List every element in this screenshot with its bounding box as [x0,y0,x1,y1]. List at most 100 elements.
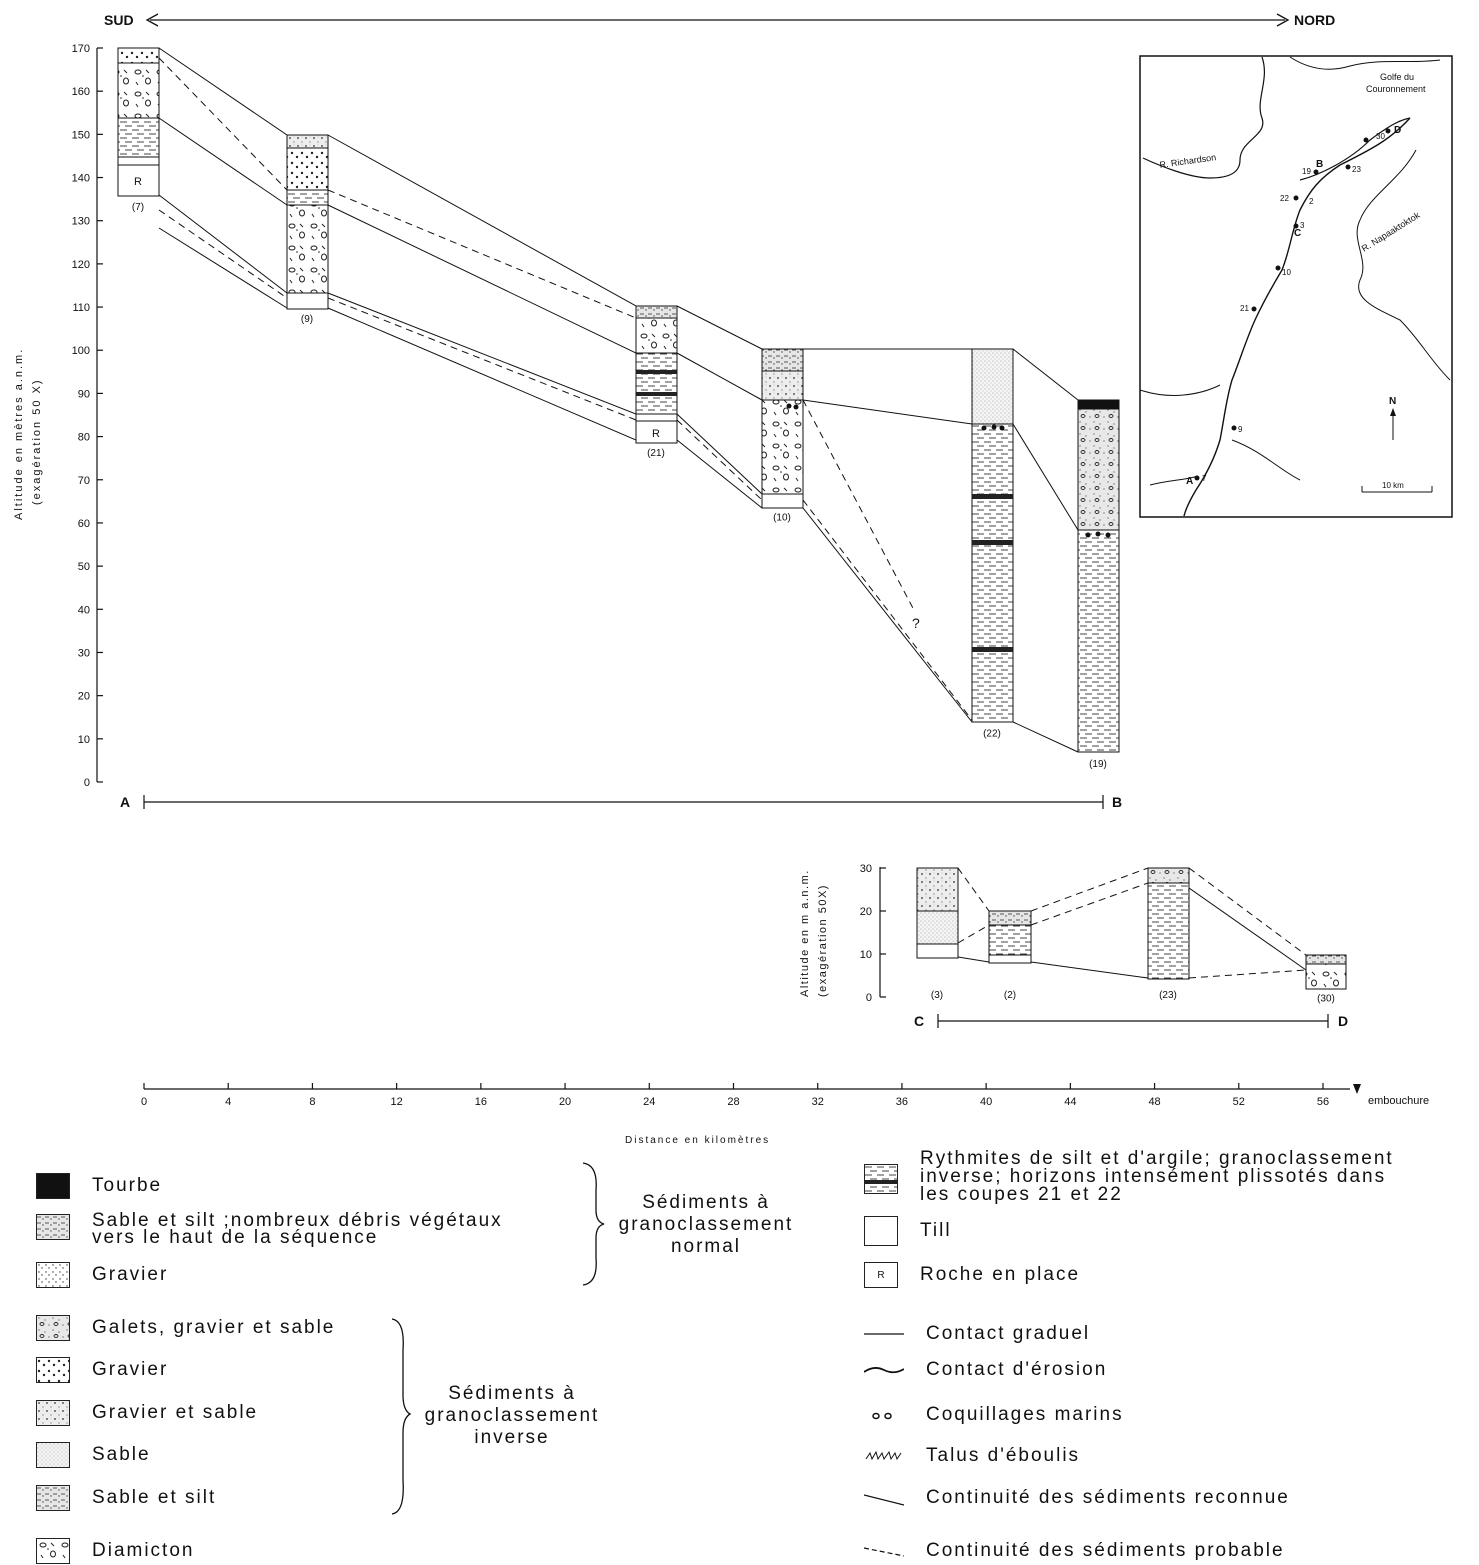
gravel-swatch [36,1357,70,1383]
legend-continuity-probable-label: Continuité des sédiments probable [926,1540,1285,1561]
map-section-7: 7 [1202,474,1207,483]
sandsilt-swatch [36,1214,70,1240]
gravelsand-swatch [36,1400,70,1426]
distance-tick-label: 0 [141,1096,147,1108]
section-9 [286,134,329,310]
profile-cd-y-label: Altitude en m a.n.m. [799,869,811,997]
point-b-label: B [1112,794,1122,810]
legend-scree: Talus d'éboulis [864,1443,1080,1469]
ab-tick-label: 150 [72,129,90,141]
map-section-22: 22 [1280,194,1289,203]
group-inverse-line-3: inverse [474,1427,550,1448]
correlation-lines-cd [957,887,1307,979]
distance-tick-label: 20 [559,1096,571,1108]
cd-section-id: (2) [1004,990,1016,1001]
map-point-d: D [1394,125,1401,136]
ab-tick-label: 110 [72,302,90,314]
legend-sandsilt: Sable et silt [36,1485,216,1511]
group-normal-line-3: normal [670,1236,742,1257]
legend-rhythmite-label: Rythmites de silt et d'argile; granoclas… [920,1148,1394,1169]
legend-erosion-contact: Contact d'érosion [864,1357,1107,1383]
ab-tick-label: 20 [78,691,90,703]
rhythmite-swatch [864,1164,898,1194]
cd-section-id: (30) [1317,993,1335,1004]
north-arrow-icon: N [1389,396,1396,440]
rock-label-7: R [134,176,142,188]
legend-gravel-label: Gravier [92,1359,169,1380]
ab-tick-label: 140 [72,173,90,185]
section-22 [971,348,1014,723]
section-30 [1305,954,1347,990]
distance-tick-label: 36 [896,1096,908,1108]
distance-tick-label: 8 [309,1096,315,1108]
section-23 [1147,867,1190,980]
point-d-label: D [1338,1013,1348,1029]
ab-tick-label: 120 [72,259,90,271]
profile-ab-baseline: A B [120,794,1122,810]
shells-icon [872,1412,892,1420]
point-c-label: C [914,1013,924,1029]
sandsilt2-swatch [36,1485,70,1511]
ab-section-id: (7) [132,202,144,213]
legend-peat-label: Tourbe [92,1175,163,1196]
profile-ab-y-label: Altitude en mètres a.n.m. [13,348,25,520]
ab-tick-label: 50 [78,561,90,573]
map-section-30: 30 [1376,132,1385,141]
legend-sandsilt-veg: Sable et silt ;nombreux débris végétaux … [36,1211,503,1247]
ab-tick-label: 10 [78,734,90,746]
section-10 [761,348,804,509]
group-normal-label: Sédiments à granoclassement normal [606,1192,806,1258]
cd-section-id: (23) [1159,990,1177,1001]
legend-rock: R Roche en place [864,1262,1080,1288]
legend-gradual-contact-label: Contact graduel [926,1323,1091,1344]
cd-tick-label: 0 [866,992,872,1004]
group-inverse-label: Sédiments à granoclassement inverse [412,1383,612,1449]
ab-section-id: (22) [983,729,1001,740]
rock-swatch: R [864,1262,898,1288]
section-3 [916,867,959,959]
probable-lines-cd [957,867,1307,979]
distance-tick-label: 56 [1317,1096,1329,1108]
ab-tick-label: 70 [78,475,90,487]
map-point-b: B [1316,159,1323,170]
till-swatch [864,1216,898,1246]
brace-inverse [391,1318,412,1515]
cd-section-id: (3) [931,990,943,1001]
ab-tick-label: 30 [78,647,90,659]
question-mark: ? [912,615,920,631]
map-section-2: 2 [1309,197,1314,206]
rock-label-21: R [652,428,660,440]
ab-tick-label: 130 [72,216,90,228]
continuity-line-icon [864,1494,904,1506]
distance-tick-label: 12 [391,1096,403,1108]
legend-rhythmite-label-3: les coupes 21 et 22 [920,1184,1123,1205]
ab-tick-label: 100 [72,345,90,357]
legend-rhythmite: Rythmites de silt et d'argile; granoclas… [864,1148,1394,1205]
legend-erosion-contact-label: Contact d'érosion [926,1359,1108,1380]
distance-tick-label: 24 [643,1096,655,1108]
distance-tick-label: 16 [475,1096,487,1108]
ab-tick-label: 0 [84,777,90,789]
legend-cobbles: Galets, gravier et sable [36,1315,335,1341]
ab-section-id: (21) [647,448,665,459]
distance-axis: 0 4 8 12 16 20 24 28 32 36 40 44 48 52 56 embouchure D… [141,1083,1429,1146]
ab-tick-label: 160 [72,86,90,98]
gravel-fine-swatch [36,1262,70,1288]
ab-section-id: (19) [1089,759,1107,770]
dashed-line-icon [864,1547,904,1557]
legend-gravelsand: Gravier et sable [36,1400,258,1426]
map-gulf-label-2: Couronnement [1366,84,1426,94]
inset-map: Golfe du Couronnement R. Richardson R. N… [1139,55,1453,518]
wavy-line-icon [864,1367,904,1374]
cobbles-swatch [36,1315,70,1341]
map-point-a: A [1186,476,1193,487]
probable-lines-ab [158,57,973,721]
legend-gravel: Gravier [36,1357,168,1383]
map-section-3: 3 [1300,221,1305,230]
legend-continuity-known: Continuité des sédiments reconnue [864,1485,1290,1511]
legend-rock-label: Roche en place [920,1264,1081,1285]
legend-continuity-probable: Continuité des sédiments probable [864,1538,1285,1564]
ab-section-id: (9) [301,314,313,325]
legend-rhythmite-label-2: inverse; horizons intensément plissotés … [920,1166,1387,1187]
ab-tick-label: 170 [72,43,90,55]
